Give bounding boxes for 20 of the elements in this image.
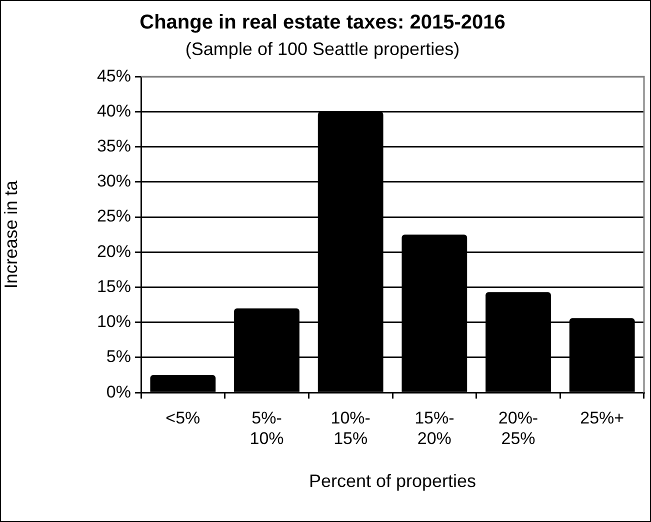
chart-title: Change in real estate taxes: 2015-2016 bbox=[140, 12, 506, 34]
x-tick-label: 15%-20% bbox=[414, 408, 454, 448]
x-tick-label: 5%-10% bbox=[250, 408, 284, 448]
y-tick-label: 35% bbox=[96, 136, 131, 156]
y-tick-label: 0% bbox=[106, 382, 131, 402]
x-tick-label: 10%-15% bbox=[330, 408, 370, 448]
y-tick-label: 30% bbox=[96, 172, 131, 191]
y-tick-label: 10% bbox=[96, 312, 131, 332]
chart-subtitle: (Sample of 100 Seattle properties) bbox=[185, 38, 460, 59]
x-tick-label: 25%+ bbox=[580, 408, 624, 428]
y-tick-label: 45% bbox=[96, 66, 131, 86]
y-tick-label: 25% bbox=[96, 206, 131, 226]
y-axis-title: Increase in ta bbox=[0, 180, 21, 289]
y-tick-label: 15% bbox=[96, 276, 131, 296]
x-tick-label: 20%-25% bbox=[498, 408, 538, 448]
y-tick-label: 40% bbox=[96, 101, 131, 120]
x-axis-title: Percent of properties bbox=[308, 471, 476, 492]
x-tick-label: <5% bbox=[166, 408, 200, 428]
y-tick-label: 20% bbox=[96, 242, 131, 261]
y-tick-label: 5% bbox=[106, 347, 131, 366]
